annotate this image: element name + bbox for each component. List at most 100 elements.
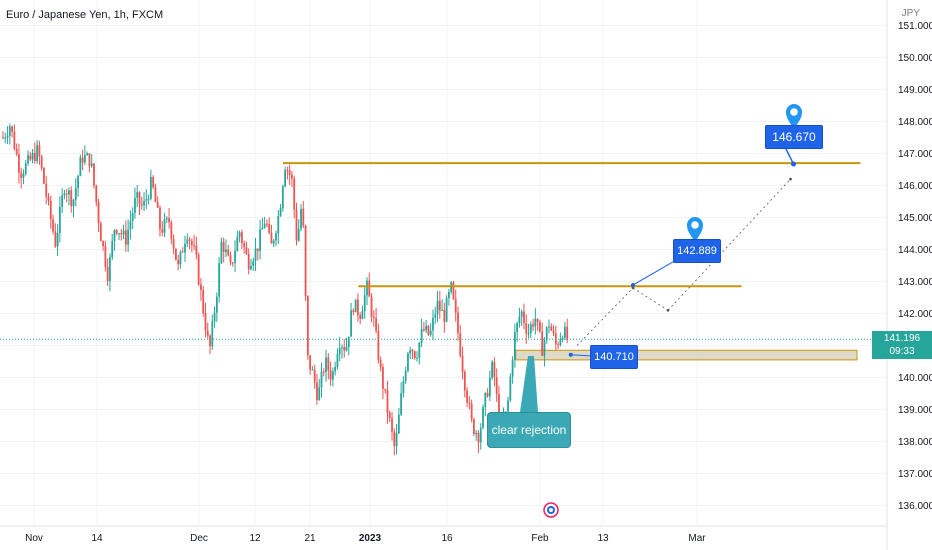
- candle-body: [115, 229, 118, 234]
- candle-body: [122, 230, 125, 235]
- candle-body: [149, 177, 152, 199]
- candle-body: [529, 324, 532, 334]
- map-pin-icon: [687, 217, 703, 242]
- candle-body: [361, 311, 364, 319]
- candle-body: [445, 298, 448, 322]
- projection-segment: [576, 287, 634, 346]
- candle-body: [4, 137, 7, 139]
- time-tick-label: 14: [91, 533, 103, 544]
- candle-body: [97, 202, 100, 224]
- candle-body: [407, 353, 409, 371]
- candle-body: [56, 232, 59, 247]
- candle-body: [318, 387, 321, 400]
- candle-body: [106, 266, 109, 282]
- candle-body: [352, 310, 355, 313]
- candle-body: [473, 419, 475, 435]
- candle-body: [331, 371, 334, 380]
- candle-body: [486, 392, 489, 397]
- candle-body: [38, 145, 41, 157]
- currency-label: JPY: [901, 8, 920, 19]
- candle-body: [518, 316, 521, 324]
- entry-callout[interactable]: 140.710: [590, 345, 638, 369]
- candle-body: [420, 329, 423, 343]
- candle-body: [74, 187, 77, 200]
- candle-body: [498, 394, 500, 426]
- candle-body: [175, 248, 177, 260]
- candle-body: [345, 346, 348, 351]
- price-tick-label: 138.000: [898, 437, 932, 448]
- candle-body: [545, 327, 548, 341]
- candle-body: [302, 208, 305, 226]
- candle-body: [418, 342, 421, 358]
- calendar-events-icon[interactable]: [543, 502, 559, 518]
- candle-body: [163, 219, 166, 233]
- map-pin-icon: [786, 104, 802, 129]
- candle-body: [400, 393, 403, 415]
- candle-body: [343, 347, 346, 351]
- candle-body: [240, 232, 243, 243]
- candle-body: [86, 153, 89, 156]
- candle-body: [341, 347, 343, 349]
- candle-body: [532, 324, 534, 327]
- candle-body: [536, 318, 539, 322]
- candle-body: [245, 247, 248, 254]
- candle-body: [113, 229, 116, 241]
- candle-body: [493, 361, 496, 378]
- candle-body: [561, 337, 564, 340]
- candle-body: [70, 190, 73, 207]
- candle-body: [20, 172, 23, 178]
- candle-body: [179, 251, 182, 265]
- candle-body: [488, 377, 491, 397]
- candle-body: [507, 400, 509, 412]
- time-tick-label: 16: [441, 533, 453, 544]
- candle-body: [468, 402, 471, 404]
- candle-body: [215, 296, 218, 313]
- candle-body: [172, 238, 175, 249]
- candle-body: [6, 135, 9, 138]
- candle-body: [525, 323, 528, 334]
- time-tick-label: 13: [597, 533, 609, 544]
- candle-body: [372, 316, 375, 319]
- candle-body: [229, 255, 232, 263]
- candle-body: [47, 196, 50, 201]
- entry-label: 140.710: [594, 351, 634, 363]
- candle-body: [479, 427, 482, 443]
- candle-body: [218, 263, 221, 297]
- target-high-label: 146.670: [772, 130, 816, 144]
- map-pin-hole: [691, 221, 699, 229]
- candle-body: [520, 311, 523, 317]
- candle-body: [131, 212, 134, 222]
- candle-body: [18, 154, 20, 173]
- candle-body: [511, 359, 514, 377]
- candle-body: [11, 126, 13, 132]
- target-mid-callout[interactable]: 142.889: [673, 239, 721, 263]
- candle-body: [209, 335, 211, 347]
- candle-body: [36, 145, 39, 162]
- candle-body: [118, 233, 120, 235]
- candle-body: [22, 173, 25, 178]
- target-high-callout[interactable]: 146.670: [765, 125, 823, 149]
- candle-body: [329, 370, 332, 380]
- candle-body: [279, 208, 282, 216]
- candle-body: [564, 326, 566, 338]
- target-high-point: [791, 161, 796, 167]
- target-mid-label: 142.889: [677, 245, 717, 257]
- time-tick-label: Nov: [25, 533, 43, 544]
- candle-body: [539, 321, 541, 332]
- candle-body: [134, 197, 136, 213]
- candle-body: [27, 155, 29, 164]
- candle-body: [363, 295, 366, 312]
- candle-body: [350, 310, 352, 337]
- candle-body: [327, 357, 330, 371]
- candle-body: [190, 240, 193, 246]
- candle-body: [254, 248, 257, 262]
- candle-body: [231, 262, 234, 264]
- candle-body: [432, 317, 434, 331]
- price-tick-label: 149.000: [898, 85, 932, 96]
- candle-body: [527, 333, 530, 335]
- rejection-note-pointer: [520, 356, 538, 412]
- rejection-note-callout[interactable]: clear rejection: [487, 412, 571, 448]
- candle-body: [222, 241, 225, 252]
- candle-body: [393, 431, 396, 447]
